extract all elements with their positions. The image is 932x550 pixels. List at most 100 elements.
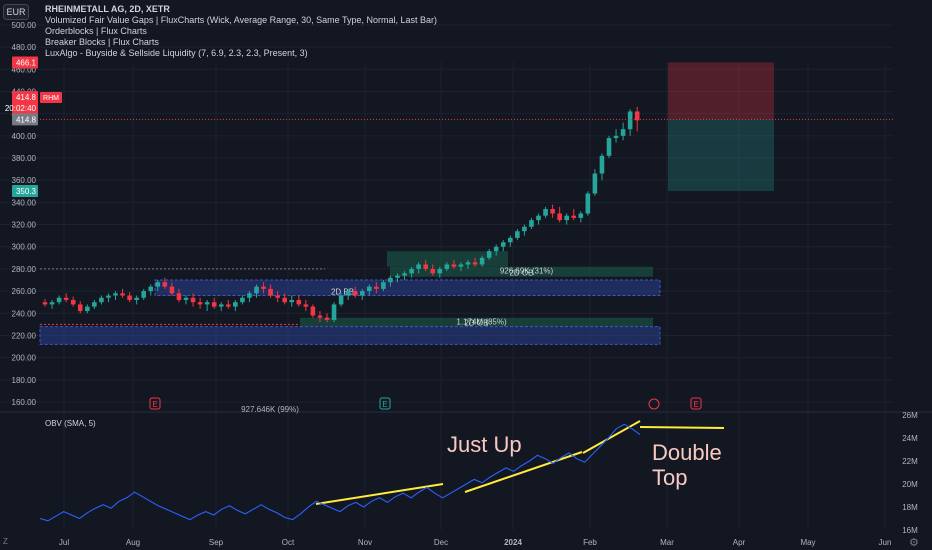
- price-tick: 480.00: [12, 43, 37, 52]
- candle: [458, 264, 464, 267]
- price-tick: 180.00: [12, 376, 37, 385]
- zoom-icon[interactable]: Z: [3, 537, 8, 546]
- price-tick: 380.00: [12, 154, 37, 163]
- price-tick: 400.00: [12, 132, 37, 141]
- candle: [550, 209, 555, 214]
- time-tick: Mar: [660, 538, 674, 547]
- earnings-marker-label: E: [382, 400, 387, 409]
- indicator-breaker-blocks[interactable]: Breaker Blocks | Flux Charts: [45, 37, 159, 47]
- countdown-label-bg: [12, 102, 38, 114]
- candle: [296, 299, 302, 305]
- candle: [352, 291, 358, 296]
- candle: [113, 293, 118, 296]
- indicator-orderblocks[interactable]: Orderblocks | Flux Charts: [45, 26, 147, 36]
- annotation-double-top: Double: [652, 440, 722, 465]
- symbol-tag: RHM: [43, 95, 59, 102]
- position-target-zone: [668, 62, 774, 120]
- candle: [444, 264, 450, 269]
- candle: [472, 262, 478, 265]
- indicator-fvg[interactable]: Volumized Fair Value Gaps | FluxCharts (…: [45, 15, 438, 25]
- candle: [359, 291, 365, 296]
- candle: [218, 304, 224, 307]
- time-tick: Jun: [879, 538, 892, 547]
- stop-price-label-bg: [12, 184, 38, 197]
- entry-price-label: 414.8: [16, 115, 37, 124]
- candle: [289, 299, 295, 303]
- price-tick: 300.00: [12, 243, 37, 252]
- order-block: [39, 326, 661, 345]
- candle: [261, 286, 266, 289]
- candle: [85, 306, 90, 312]
- candle: [148, 286, 154, 292]
- trend-annotation: [464, 451, 583, 493]
- time-tick: Oct: [282, 538, 295, 547]
- candle: [465, 262, 471, 265]
- candle: [345, 291, 351, 296]
- price-tick: 200.00: [12, 354, 37, 363]
- price-tick: 460.00: [12, 65, 37, 74]
- price-tick: 260.00: [12, 287, 37, 296]
- obv-tick: 26M: [902, 411, 918, 420]
- candle: [240, 297, 245, 303]
- candle: [92, 302, 97, 307]
- candle: [606, 138, 612, 156]
- time-tick: Sep: [209, 538, 224, 547]
- candle: [388, 277, 393, 283]
- price-tick: 160.00: [12, 398, 37, 407]
- obv-line: [39, 423, 641, 522]
- position-stop-zone: [668, 119, 774, 191]
- candle: [211, 302, 217, 307]
- candle: [493, 246, 499, 252]
- order-block: [154, 279, 661, 297]
- candle: [402, 273, 407, 276]
- last-price-label: 414.8: [16, 93, 37, 102]
- earnings-marker: [149, 397, 161, 410]
- candle: [430, 268, 436, 274]
- candle: [536, 215, 541, 221]
- obv-tick: 24M: [902, 434, 918, 443]
- candle: [226, 304, 231, 307]
- trend-annotation: [315, 483, 444, 505]
- time-tick: May: [800, 538, 815, 547]
- candle: [190, 297, 196, 303]
- candle: [282, 297, 287, 303]
- gear-icon[interactable]: ⚙: [909, 537, 919, 549]
- obv-tick: 16M: [902, 526, 918, 535]
- block-label: 2D OB: [464, 319, 488, 328]
- earnings-marker: [379, 397, 391, 410]
- candle: [155, 282, 161, 287]
- candle: [437, 268, 443, 274]
- price-tick: 220.00: [12, 331, 37, 340]
- candle: [247, 293, 252, 298]
- candle: [515, 231, 520, 238]
- trend-annotation: [582, 420, 641, 454]
- obv-tick: 22M: [902, 457, 918, 466]
- earnings-marker-label: E: [152, 400, 157, 409]
- candle: [500, 242, 506, 247]
- candle: [395, 275, 400, 278]
- candle: [367, 286, 372, 292]
- candle: [49, 302, 55, 305]
- last-price-label-bg: [12, 91, 38, 103]
- block-label: 2D BB: [331, 288, 354, 297]
- order-block: [390, 266, 653, 277]
- price-tick: 240.00: [12, 309, 37, 318]
- candle: [564, 215, 569, 221]
- target-price-label: 466.1: [16, 59, 37, 68]
- candle: [176, 293, 182, 300]
- candle: [529, 220, 534, 227]
- price-tick: 360.00: [12, 176, 37, 185]
- time-tick: Dec: [434, 538, 448, 547]
- candle: [331, 304, 337, 320]
- time-tick: Aug: [126, 538, 140, 547]
- indicator-liquidity[interactable]: LuxAlgo - Buyside & Sellside Liquidity (…: [45, 48, 308, 58]
- currency-button[interactable]: EUR: [3, 4, 29, 20]
- time-tick: 2024: [504, 538, 522, 547]
- annotation-just-up: Just Up: [447, 432, 522, 457]
- price-tick: 320.00: [12, 221, 37, 230]
- candle: [423, 264, 428, 269]
- candle: [268, 288, 273, 296]
- obv-label: OBV (SMA, 5): [45, 419, 96, 428]
- candle: [162, 282, 168, 287]
